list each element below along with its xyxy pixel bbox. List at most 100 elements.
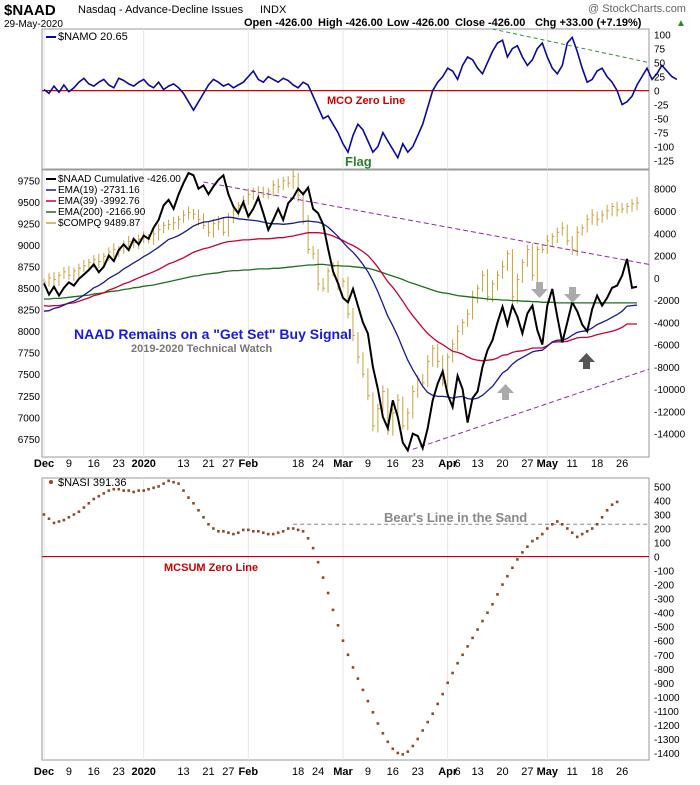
nasi-point (82, 506, 86, 509)
nasi-point (202, 516, 205, 519)
nasi-point (451, 671, 454, 675)
nasi-point (286, 527, 290, 530)
nasi-y-tick: -1000 (654, 693, 680, 704)
naad-upper-trendline (203, 181, 650, 265)
nasi-point (456, 661, 459, 665)
x-tick-label: 27 (521, 458, 533, 470)
nasi-point (262, 531, 265, 534)
nasi-point (521, 551, 524, 554)
x-tick-label-bottom: 21 (202, 766, 214, 778)
namo-y-tick: -75 (654, 129, 669, 140)
ema19-line (43, 216, 638, 400)
x-tick-label-bottom: Feb (239, 766, 259, 778)
nasi-point (77, 510, 81, 513)
x-tick-label: Mar (333, 458, 353, 470)
naad-right-tick: -12000 (654, 408, 686, 419)
nasi-point (42, 513, 46, 516)
x-tick-label-bottom: 23 (113, 766, 125, 778)
nasi-point (481, 619, 484, 623)
nasi-point (266, 532, 270, 536)
naad-right-tick: 8000 (654, 185, 677, 196)
nasi-y-tick: -500 (654, 623, 674, 634)
ohlc-close: Close -426.00 (455, 17, 525, 29)
naad-left-tick: 8750 (18, 263, 41, 274)
up-arrow-icon: ▲ (676, 18, 686, 29)
x-tick-label: 27 (222, 458, 234, 470)
x-tick-label: 26 (616, 458, 628, 470)
nasi-point (187, 496, 190, 499)
nasi-point (57, 520, 61, 523)
nasi-point (551, 523, 554, 526)
nasi-y-tick: -600 (654, 637, 674, 648)
nasi-point (580, 532, 584, 536)
nasi-point (570, 531, 574, 534)
nasi-point (291, 527, 295, 530)
nasi-y-tick: -900 (654, 679, 674, 690)
nasi-y-tick: -100 (654, 567, 674, 578)
namo-y-tick: 100 (654, 31, 671, 42)
nasi-point (411, 744, 415, 748)
namo-y-tick: 50 (654, 59, 666, 70)
nasi-point (62, 518, 66, 522)
nasi-point (556, 520, 559, 523)
x-tick-label: May (537, 458, 559, 470)
naad-cumulative-line (43, 171, 638, 453)
nasi-point (501, 583, 504, 586)
namo-y-tick: -50 (654, 115, 669, 126)
naad-left-tick: 8000 (18, 327, 41, 338)
nasi-point (446, 681, 449, 685)
nasi-point (526, 545, 529, 548)
signal-subtitle: 2019-2020 Technical Watch (131, 343, 273, 355)
x-tick-label-bottom: 18 (292, 766, 304, 778)
x-tick-label-bottom: Apr (438, 766, 458, 778)
x-tick-label-bottom: 16 (88, 766, 100, 778)
nasi-y-tick: -800 (654, 665, 674, 676)
x-tick-label: 16 (88, 458, 100, 470)
naad-right-tick: -8000 (654, 363, 680, 374)
nasi-point (376, 722, 380, 725)
namo-y-tick: -125 (654, 157, 674, 168)
x-tick-label-bottom: 6 (455, 766, 461, 778)
x-tick-label-bottom: 13 (471, 766, 483, 778)
nasi-point (177, 482, 180, 485)
namo-y-tick: 0 (654, 87, 660, 98)
x-tick-label: 21 (202, 458, 214, 470)
x-tick-label: 11 (566, 458, 577, 470)
x-tick-label: 18 (292, 458, 304, 470)
namo-y-tick: -100 (654, 143, 674, 154)
nasi-point (142, 489, 145, 492)
nasi-point (561, 523, 564, 526)
nasi-point (87, 502, 91, 505)
nasi-legend: $NASI 391.36 (58, 477, 127, 489)
nasi-y-tick: 400 (654, 496, 671, 507)
nasi-point (321, 576, 325, 579)
nasi-point (386, 740, 390, 744)
ohlc-change: Chg +33.00 (+7.19%) (535, 17, 642, 29)
ema200-line (44, 263, 637, 304)
nasi-point (316, 560, 320, 564)
naad-left-tick: 9750 (18, 177, 41, 188)
naad-left-tick: 9000 (18, 241, 41, 252)
x-tick-label-bottom: 9 (365, 766, 371, 778)
down-arrow-icon-2 (564, 287, 581, 303)
naad-left-tick: 7750 (18, 349, 41, 360)
brand-label: @ StockCharts.com (588, 3, 686, 15)
x-tick-label-bottom: 16 (387, 766, 399, 778)
nasi-point (600, 516, 604, 519)
x-tick-label: Feb (239, 458, 259, 470)
nasi-point (541, 532, 544, 536)
nasi-y-tick: 500 (654, 482, 671, 493)
nasi-point (257, 530, 260, 533)
nasi-point (162, 482, 165, 485)
nasi-point (471, 636, 474, 640)
legend-naad-cumulative: $NAAD Cumulative -426.00 (58, 174, 181, 185)
nasi-point (192, 502, 195, 505)
x-tick-label: Apr (438, 458, 458, 470)
nasi-y-tick: 100 (654, 539, 671, 550)
nasi-point (296, 528, 300, 532)
nasi-y-tick: 300 (654, 511, 671, 522)
nasi-point (486, 611, 489, 614)
nasi-point (436, 702, 439, 706)
nasi-point (306, 537, 310, 540)
legend-ema39: EMA(39) -3992.76 (58, 196, 140, 207)
